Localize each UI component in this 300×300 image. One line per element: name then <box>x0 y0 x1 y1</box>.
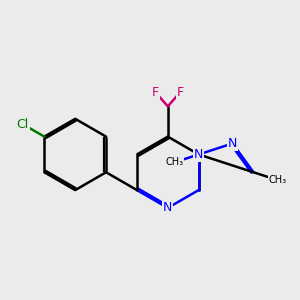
Text: N: N <box>194 148 203 161</box>
Text: N: N <box>228 137 237 150</box>
Text: CH₃: CH₃ <box>268 175 286 185</box>
Text: CH₃: CH₃ <box>166 157 184 167</box>
Text: Cl: Cl <box>16 118 29 131</box>
Text: F: F <box>152 85 159 99</box>
Text: N: N <box>163 201 172 214</box>
Text: F: F <box>177 85 184 99</box>
